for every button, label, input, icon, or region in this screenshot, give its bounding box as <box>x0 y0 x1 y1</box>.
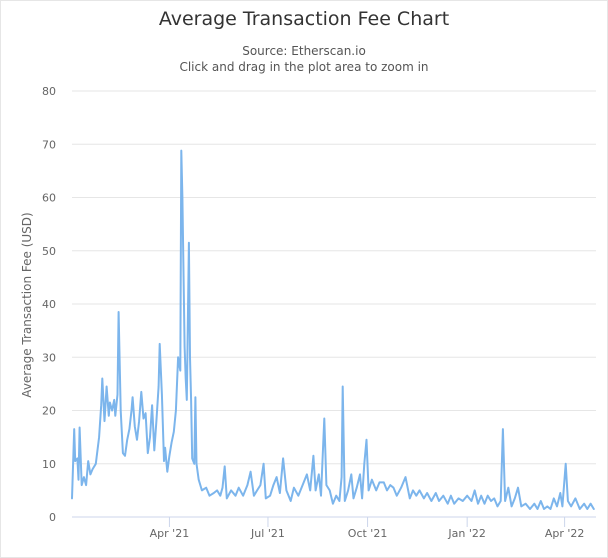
chart-subtitle-source: Source: Etherscan.io <box>242 44 366 58</box>
y-tick-label: 60 <box>42 192 56 205</box>
x-tick-label: Oct '21 <box>348 527 388 540</box>
series-line[interactable] <box>71 149 595 510</box>
y-tick-label: 0 <box>49 511 56 524</box>
y-tick-label: 80 <box>42 85 56 98</box>
chart-subtitle-hint: Click and drag in the plot area to zoom … <box>179 60 429 74</box>
series-group <box>71 149 595 510</box>
x-tick-label: Jan '22 <box>447 527 485 540</box>
chart-title: Average Transaction Fee Chart <box>158 8 450 30</box>
y-tick-labels: 0 10 20 30 40 50 60 70 80 <box>42 85 56 524</box>
x-tick-label: Jul '21 <box>250 527 285 540</box>
y-gridlines <box>72 90 596 518</box>
y-tick-label: 70 <box>42 138 56 151</box>
x-tick-label: Apr '22 <box>545 527 585 540</box>
x-axis: Apr '21 Jul '21 Oct '21 Jan '22 Apr '22 <box>150 517 585 540</box>
y-axis-title: Average Transaction Fee (USD) <box>20 212 34 397</box>
y-tick-label: 30 <box>42 351 56 364</box>
y-tick-label: 10 <box>42 458 56 471</box>
y-tick-label: 50 <box>42 245 56 258</box>
y-tick-label: 40 <box>42 298 56 311</box>
y-tick-label: 20 <box>42 405 56 418</box>
x-tick-label: Apr '21 <box>150 527 190 540</box>
